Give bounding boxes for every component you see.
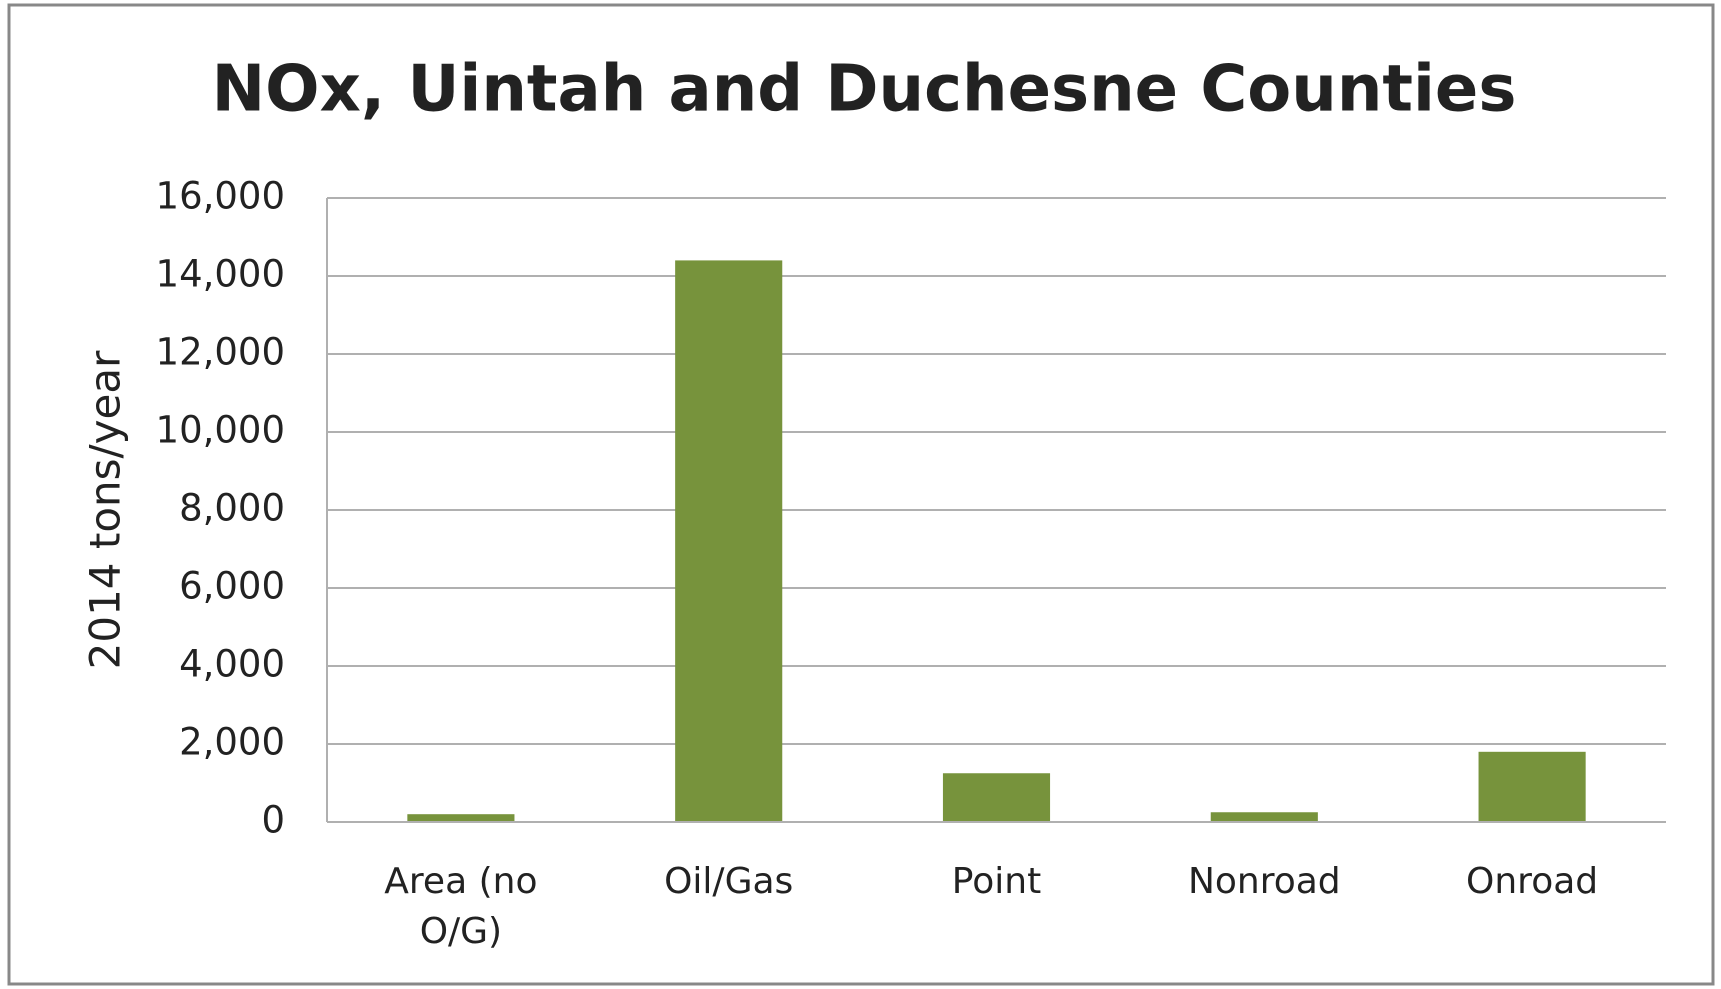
y-tick-label: 16,000 <box>156 175 285 218</box>
x-tick-label: Point <box>951 861 1042 902</box>
y-tick-label: 12,000 <box>156 331 285 374</box>
y-tick-label: 10,000 <box>156 409 285 452</box>
chart-border <box>7 3 1715 986</box>
y-tick-label: 14,000 <box>156 253 285 296</box>
y-axis-label: 2014 tons/year <box>81 350 130 669</box>
x-tick-label: Onroad <box>1466 861 1599 902</box>
y-tick-label: 4,000 <box>179 643 285 686</box>
y-tick-label: 6,000 <box>179 565 285 608</box>
y-tick-label: 8,000 <box>179 487 285 530</box>
y-tick-label: 0 <box>261 799 285 842</box>
bar <box>407 814 515 822</box>
bar <box>942 773 1051 822</box>
bar <box>675 260 783 822</box>
x-tick-label: Oil/Gas <box>664 861 794 902</box>
x-tick-label: Nonroad <box>1187 861 1341 902</box>
chart-title: NOx, Uintah and Duchesne Counties <box>212 53 1517 127</box>
x-tick-label: Area (no O/G) <box>384 861 538 952</box>
bar <box>1210 812 1318 822</box>
bar <box>1478 751 1586 822</box>
y-tick-label: 2,000 <box>179 721 285 764</box>
